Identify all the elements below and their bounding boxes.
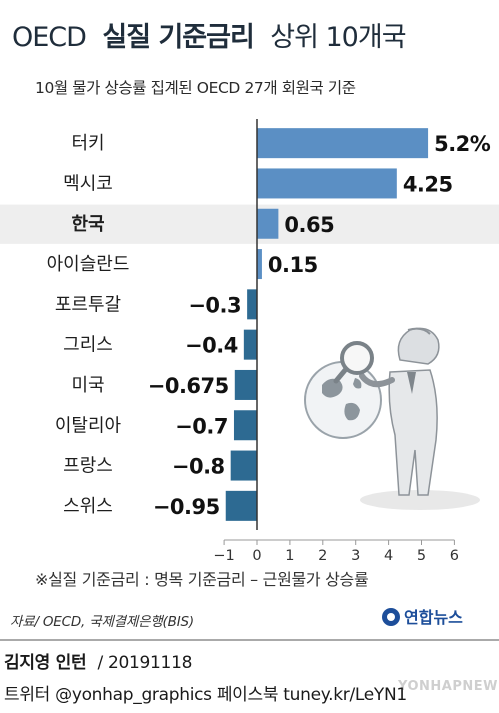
category-label-8: 프랑스	[63, 456, 113, 477]
value-label-4: −0.3	[188, 293, 241, 317]
category-label-5: 그리스	[63, 335, 113, 356]
highlight-band	[0, 204, 499, 244]
value-label-5: −0.4	[185, 334, 238, 358]
x-tick-label-4: 3	[351, 548, 360, 564]
bar-9	[225, 490, 257, 521]
chart-title: OECD 실질 기준금리 상위 10개국	[12, 22, 406, 53]
bar-5	[243, 329, 257, 360]
chart-subtitle: 10월 물가 상승률 집계된 OECD 27개 회원국 기준	[35, 79, 356, 97]
category-label-3: 아이슬란드	[47, 254, 130, 275]
title-strong: 실질 기준금리	[102, 22, 253, 53]
x-tick-label-6: 5	[417, 548, 426, 564]
bar-2	[257, 208, 279, 239]
value-label-6: −0.675	[148, 374, 229, 398]
bar-8	[230, 450, 257, 481]
x-tick-label-5: 4	[384, 548, 393, 564]
category-label-6: 미국	[71, 375, 104, 396]
category-label-1: 멕시코	[63, 173, 113, 194]
category-label-2: 한국	[71, 214, 104, 235]
credit-author: 김지영 인턴	[4, 653, 86, 673]
x-tick-label-0: −1	[213, 548, 234, 564]
x-tick-label-1: 0	[252, 548, 261, 564]
credit-line-2: 트위터 @yonhap_graphics 페이스북 tuney.kr/LeYN1	[4, 685, 407, 705]
x-tick-label-3: 2	[318, 548, 327, 564]
category-label-7: 이탈리아	[55, 415, 122, 436]
bar-3	[257, 249, 262, 280]
footnote: ※실질 기준금리 : 명목 기준금리 – 근원물가 상승률	[35, 570, 368, 589]
source-text: 자료/ OECD, 국제결제은행(BIS)	[10, 614, 194, 630]
credit-line-1: 김지영 인턴 / 20191118	[4, 653, 192, 673]
yonhap-logo-icon	[382, 608, 400, 626]
category-label-9: 스위스	[63, 496, 113, 517]
credit-date: / 20191118	[97, 653, 192, 673]
value-label-8: −0.8	[172, 455, 225, 479]
x-tick-label-2: 1	[285, 548, 294, 564]
watermark: YONHAPNEWS	[397, 679, 499, 694]
category-label-4: 포르투갈	[55, 294, 121, 315]
value-label-2: 0.65	[284, 213, 334, 237]
bar-0	[257, 128, 429, 159]
value-label-7: −0.7	[175, 414, 228, 438]
bar-6	[234, 369, 257, 400]
bars-layer: 터키 5.2% 멕시코 4.25 한국 0.65 아이슬란드 0.15 포르투갈 −0.3 그리스 −…	[0, 119, 499, 564]
category-label-0: 터키	[71, 133, 104, 154]
bar-7	[233, 410, 257, 441]
person-with-magnifier-globe-illustration	[304, 327, 480, 510]
value-label-3: 0.15	[268, 253, 318, 277]
bar-4	[247, 289, 257, 320]
title-prefix: OECD	[12, 22, 86, 53]
title-suffix: 상위 10개국	[270, 22, 405, 53]
value-label-0: 5.2%	[434, 132, 491, 156]
x-tick-label-7: 6	[450, 548, 459, 564]
bar-1	[257, 168, 397, 199]
value-label-9: −0.95	[153, 495, 220, 519]
value-label-1: 4.25	[403, 172, 453, 196]
brand-name: 연합뉴스	[404, 608, 463, 627]
